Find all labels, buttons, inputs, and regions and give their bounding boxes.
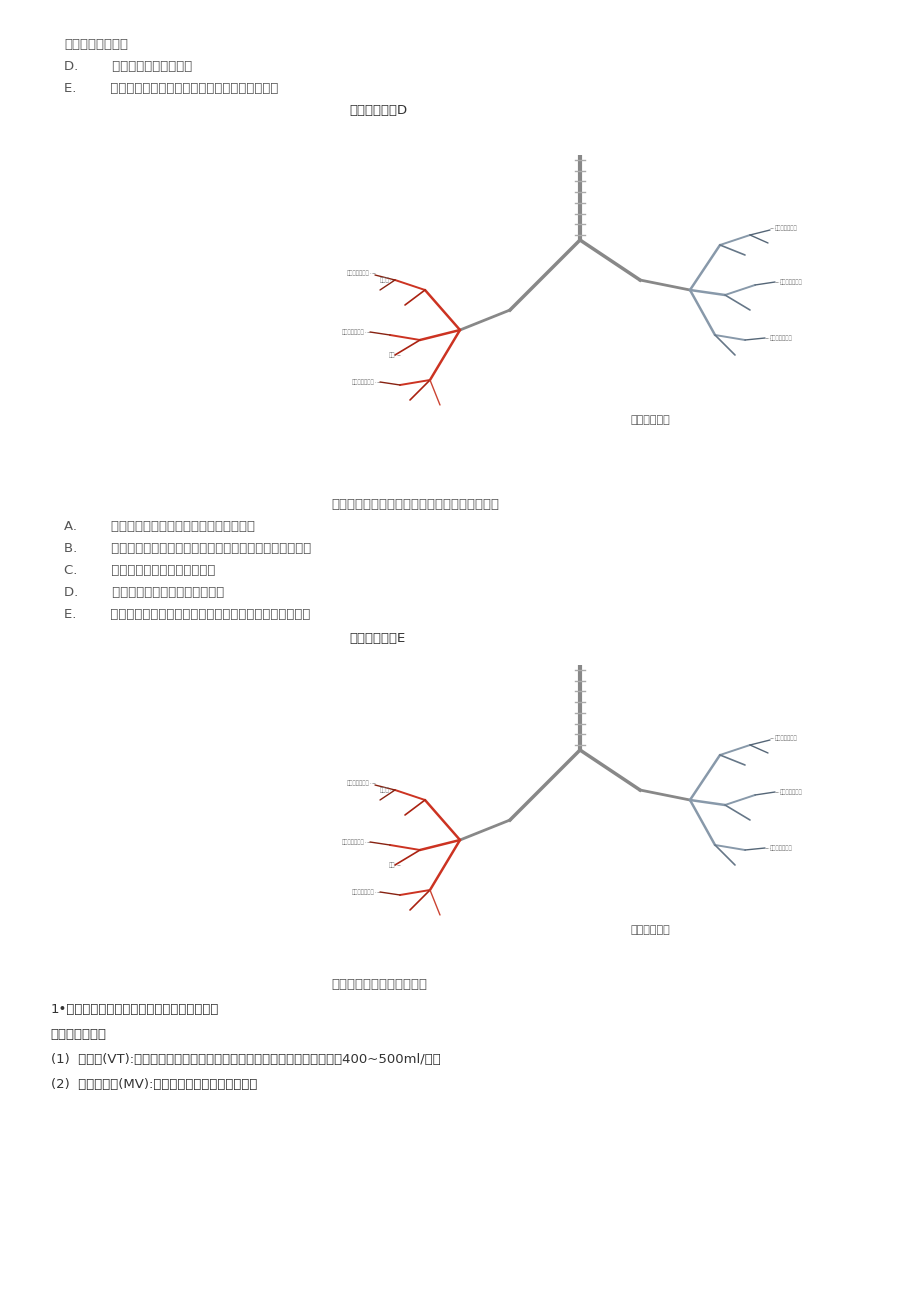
Text: 气管、支气管: 气管、支气管 (630, 415, 669, 424)
Text: 左肺中叶支气管: 左肺中叶支气管 (779, 789, 802, 794)
Text: 气管、支气管: 气管、支气管 (630, 924, 669, 935)
Text: 右肺上叶支气管: 右肺上叶支气管 (346, 271, 369, 276)
Text: 右肺中叶支气管: 右肺中叶支气管 (342, 840, 365, 845)
Text: 右上叶: 右上叶 (380, 277, 390, 283)
Text: 左肺下叶支气管: 左肺下叶支气管 (769, 845, 792, 850)
Text: 左肺上叶支气管: 左肺上叶支气管 (774, 736, 797, 741)
Text: C.        下呼吸道终止于终末细支气管: C. 下呼吸道终止于终末细支气管 (64, 564, 216, 577)
Text: A.        呼吸道以环状软骨为界分为上、下呼吸道: A. 呼吸道以环状软骨为界分为上、下呼吸道 (64, 519, 255, 533)
Text: D.        异物易吸入左主支气管: D. 异物易吸入左主支气管 (64, 60, 192, 73)
Text: 【正确答案】D: 【正确答案】D (349, 104, 407, 117)
Text: (2)  每分通气量(MV):每分钟吸入或呼出气体总量。: (2) 每分通气量(MV):每分钟吸入或呼出气体总量。 (51, 1078, 256, 1091)
Text: 右肺中叶支气管: 右肺中叶支气管 (342, 329, 365, 335)
Text: E.        肺脓肿好发于右肺与右主支气管的结构特点有关: E. 肺脓肿好发于右肺与右主支气管的结构特点有关 (64, 82, 278, 95)
Text: 左肺中叶支气管: 左肺中叶支气管 (779, 279, 802, 285)
Text: 左肺上叶支气管: 左肺上叶支气管 (774, 225, 797, 230)
Text: 中叶: 中叶 (388, 353, 394, 358)
Text: 右肺下叶支气管: 右肺下叶支气管 (352, 379, 375, 385)
Text: 右肺下叶支气管: 右肺下叶支气管 (352, 889, 375, 894)
Text: (1)  潮气量(VT):平静呼吸时，每次吸入或呼出的气体量，正常成人潮气量为400~500ml/次。: (1) 潮气量(VT):平静呼吸时，每次吸入或呼出的气体量，正常成人潮气量为40… (51, 1053, 440, 1066)
Text: 左肺下叶支气管: 左肺下叶支气管 (769, 335, 792, 341)
Text: （二）肺的通气和换气功能: （二）肺的通气和换气功能 (331, 978, 426, 991)
Text: 【正确答案】E: 【正确答案】E (349, 631, 405, 644)
Text: 中叶: 中叶 (388, 862, 394, 868)
Text: 衡量的指标包括: 衡量的指标包括 (51, 1029, 107, 1042)
Text: D.        气管于隆凸处分为左右主支气管: D. 气管于隆凸处分为左右主支气管 (64, 586, 224, 599)
Text: 右上叶: 右上叶 (380, 788, 390, 793)
Text: 右肺上叶支气管: 右肺上叶支气管 (346, 780, 369, 786)
Text: 例：下列关于呼吸道的结构和功能叙述错误的是: 例：下列关于呼吸道的结构和功能叙述错误的是 (331, 497, 499, 510)
Text: 误插入右主支气管: 误插入右主支气管 (64, 38, 129, 51)
Text: E.        黏液纤毛运载系统和咳嗽反射是上呼吸道的重要防御机制: E. 黏液纤毛运载系统和咳嗽反射是上呼吸道的重要防御机制 (64, 608, 311, 621)
Text: B.        上呼吸道的主要功能是对吸入气体进行加温、湿化和净化: B. 上呼吸道的主要功能是对吸入气体进行加温、湿化和净化 (64, 542, 312, 555)
Text: 1•肺通气：通气使气体有效进入或排出肺泡。: 1•肺通气：通气使气体有效进入或排出肺泡。 (51, 1003, 219, 1016)
